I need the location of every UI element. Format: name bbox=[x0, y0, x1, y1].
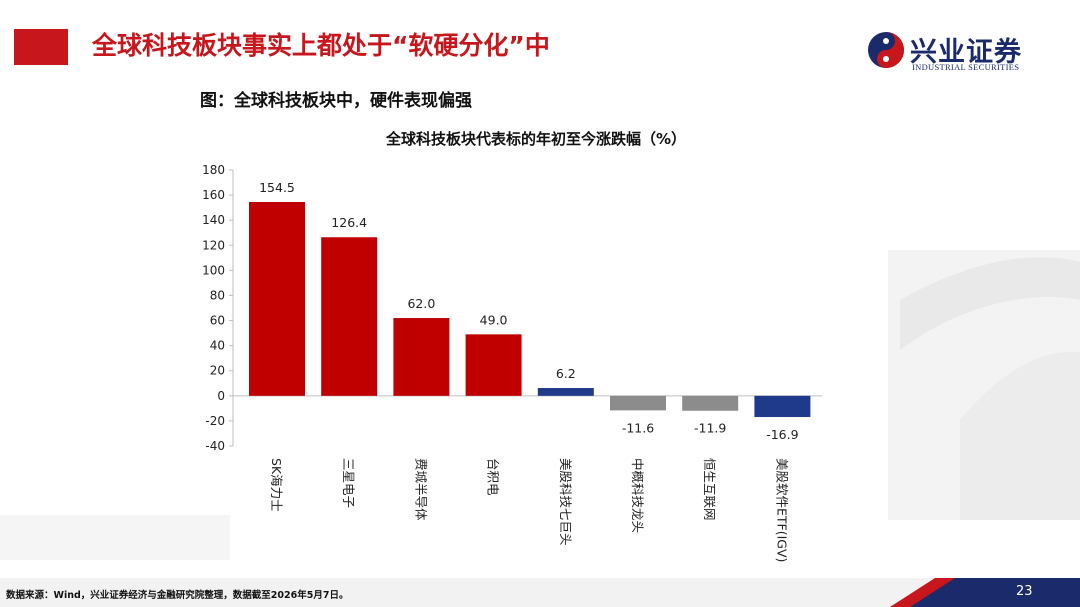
chart-title: 全球科技板块代表标的年初至今涨跌幅（%） bbox=[385, 130, 686, 148]
y-tick-label: 100 bbox=[202, 263, 225, 277]
y-tick-label: 80 bbox=[210, 288, 225, 302]
data-label: 154.5 bbox=[259, 180, 295, 195]
bar bbox=[321, 237, 378, 396]
y-tick-label: -40 bbox=[205, 439, 225, 453]
bar bbox=[754, 395, 811, 418]
y-tick-label: 180 bbox=[202, 163, 225, 177]
logo-chinese-name: 兴业证券 bbox=[910, 37, 1022, 68]
category-label: 台积电 bbox=[486, 458, 501, 496]
bar bbox=[682, 395, 739, 411]
bar bbox=[465, 334, 522, 396]
y-tick-label: 120 bbox=[202, 238, 225, 252]
y-tick-label: 140 bbox=[202, 213, 225, 227]
title-accent-block bbox=[14, 29, 68, 65]
category-label: 三星电子 bbox=[341, 458, 356, 508]
y-tick-label: 40 bbox=[210, 339, 225, 353]
footer-bar bbox=[0, 578, 1080, 607]
y-tick-label: 20 bbox=[210, 364, 225, 378]
category-label: 中概科技龙头 bbox=[630, 458, 645, 533]
figure-caption: 图：全球科技板块中，硬件表现偏强 bbox=[200, 91, 472, 111]
category-label: 费城半导体 bbox=[413, 458, 428, 521]
data-label: -11.6 bbox=[622, 420, 654, 435]
data-label: 6.2 bbox=[556, 366, 576, 381]
data-label: -16.9 bbox=[766, 427, 798, 442]
data-label: 49.0 bbox=[480, 312, 508, 327]
data-label: 62.0 bbox=[407, 296, 435, 311]
category-label: 美股科技七巨头 bbox=[558, 458, 573, 546]
category-label: SK海力士 bbox=[269, 458, 284, 512]
company-logo: 兴业证券 INDUSTRIAL SECURITIES bbox=[866, 30, 1046, 74]
y-tick-label: -20 bbox=[205, 414, 225, 428]
page-number: 23 bbox=[1016, 584, 1033, 599]
bar bbox=[537, 388, 594, 396]
bar bbox=[610, 395, 666, 411]
category-label: 恒生互联网 bbox=[702, 458, 717, 521]
data-label: 126.4 bbox=[331, 215, 367, 230]
source-note: 数据来源：Wind，兴业证券经济与金融研究院整理，数据截至2026年5月7日。 bbox=[6, 590, 349, 601]
logo-mark-icon bbox=[868, 32, 904, 68]
y-tick-label: 160 bbox=[202, 188, 225, 202]
data-label: -11.9 bbox=[694, 421, 726, 436]
bar bbox=[249, 201, 305, 396]
category-label: 美股软件ETF(IGV) bbox=[774, 458, 789, 562]
page-title: 全球科技板块事实上都处于“软硬分化”中 bbox=[92, 31, 550, 60]
y-tick-label: 0 bbox=[217, 389, 225, 403]
bar bbox=[393, 318, 450, 396]
y-tick-label: 60 bbox=[210, 314, 225, 328]
logo-english-name: INDUSTRIAL SECURITIES bbox=[912, 62, 1020, 72]
